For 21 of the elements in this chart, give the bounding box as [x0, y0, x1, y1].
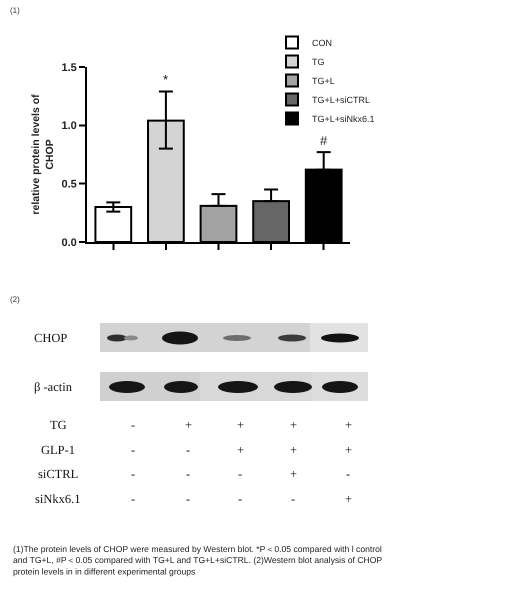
text: (1)The protein levels of CHOP were measured by Western blot. *P＜0.05 compared with l control and TG+L, #P＜0.05 compared with TG+L and TG+L+siCTRL. (2)Western blot analysis of CHOP protein levels in in different experimental groups: [13, 544, 382, 576]
text: (2): [10, 295, 20, 304]
annotation: #: [320, 133, 328, 148]
legend-label: TG+L+siCTRL: [312, 95, 370, 106]
text: GLP-1 - - + + +: [41, 443, 352, 457]
legend-label: CON: [312, 38, 332, 48]
legend-label: TG+L+siNkx6.1: [312, 114, 375, 124]
text: siCTRL - - - + -: [38, 467, 350, 481]
y-tick-label: 1.0: [62, 120, 77, 132]
y-tick-label: 0.0: [62, 236, 77, 249]
annotation: *: [163, 72, 168, 87]
legend-label: TG+L: [312, 76, 335, 86]
y-tick-label: 1.5: [62, 62, 77, 74]
text: CHOP: [34, 331, 68, 345]
y-tick-label: 0.5: [62, 178, 77, 191]
text: (1): [10, 6, 20, 15]
text: siNkx6.1 - - - - +: [35, 492, 352, 506]
text: TG - + + + +: [50, 418, 352, 432]
legend-label: TG: [312, 57, 324, 68]
y-axis-title: relative protein levels of CHOP: [30, 94, 56, 215]
text: β -actin: [34, 380, 73, 394]
